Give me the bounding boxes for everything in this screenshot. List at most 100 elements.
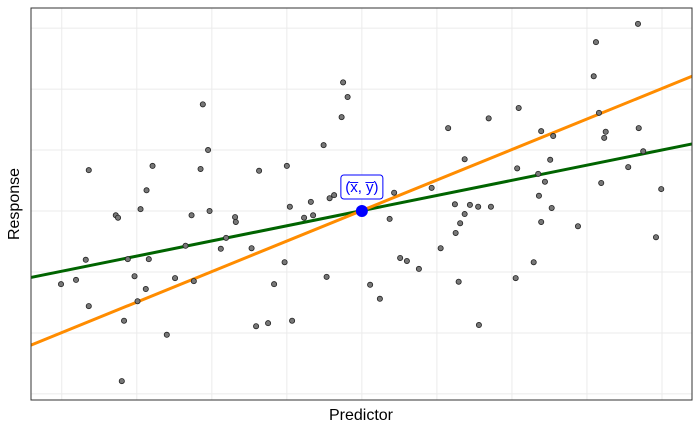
- data-point: [121, 317, 128, 324]
- data-point: [386, 215, 393, 222]
- data-point: [137, 206, 144, 213]
- data-point: [415, 265, 422, 272]
- mean-point: [355, 205, 368, 218]
- data-point: [535, 170, 542, 177]
- plot-border: [30, 7, 693, 401]
- data-point: [265, 320, 272, 327]
- data-point: [598, 179, 605, 186]
- annotation-label: (x̅, y̅): [345, 179, 378, 196]
- data-point: [625, 164, 632, 171]
- data-point: [163, 331, 170, 338]
- data-point: [640, 148, 647, 155]
- data-point: [514, 165, 521, 172]
- data-point: [367, 281, 374, 288]
- data-point: [601, 134, 608, 141]
- data-point: [547, 156, 554, 163]
- data-point: [197, 165, 204, 172]
- data-point: [344, 94, 351, 101]
- data-point: [326, 195, 333, 202]
- data-point: [271, 281, 278, 288]
- data-point: [188, 212, 195, 219]
- data-point: [338, 114, 345, 121]
- data-point: [397, 254, 404, 261]
- data-point: [457, 220, 464, 227]
- data-point: [475, 203, 482, 210]
- data-point: [232, 218, 239, 225]
- data-point: [487, 203, 494, 210]
- data-point: [301, 214, 308, 221]
- data-point: [85, 303, 92, 310]
- data-point: [256, 167, 263, 174]
- data-point: [541, 178, 548, 185]
- data-point: [134, 298, 141, 305]
- annotation-box: [340, 174, 384, 200]
- data-point: [451, 201, 458, 208]
- data-point: [548, 204, 555, 211]
- data-point: [445, 125, 452, 132]
- data-point: [310, 212, 317, 219]
- data-point: [172, 275, 179, 282]
- data-point: [143, 187, 150, 194]
- data-point: [232, 214, 239, 221]
- data-point: [461, 156, 468, 163]
- data-point: [574, 223, 581, 230]
- data-point: [466, 201, 473, 208]
- data-point: [199, 101, 206, 108]
- data-point: [461, 211, 468, 218]
- data-point: [182, 242, 189, 249]
- data-point: [437, 245, 444, 252]
- data-point: [289, 317, 296, 324]
- data-point: [658, 186, 665, 193]
- data-point: [307, 198, 314, 205]
- data-point: [535, 192, 542, 199]
- data-point: [475, 322, 482, 329]
- data-point: [223, 234, 230, 241]
- data-point: [635, 125, 642, 132]
- data-point: [131, 273, 138, 280]
- data-point: [142, 286, 149, 293]
- data-point: [149, 162, 156, 169]
- data-point: [145, 256, 152, 263]
- data-point: [538, 128, 545, 135]
- data-point: [634, 20, 641, 27]
- data-point: [281, 259, 288, 266]
- data-point: [340, 79, 347, 86]
- data-point: [550, 133, 557, 140]
- data-point: [124, 256, 131, 263]
- data-point: [331, 192, 338, 199]
- data-point: [85, 167, 92, 174]
- data-point: [391, 189, 398, 196]
- x-axis-label: Predictor: [329, 407, 394, 424]
- data-point: [595, 109, 602, 116]
- data-point: [652, 234, 659, 241]
- data-point: [205, 147, 212, 154]
- data-point: [485, 115, 492, 122]
- data-point: [323, 273, 330, 280]
- data-point: [286, 203, 293, 210]
- data-point: [248, 245, 255, 252]
- data-point: [403, 258, 410, 265]
- data-point: [376, 295, 383, 302]
- data-point: [118, 378, 125, 385]
- data-point: [455, 278, 462, 285]
- data-point: [590, 73, 597, 80]
- data-point: [512, 275, 519, 282]
- data-point: [206, 208, 213, 215]
- data-point: [283, 162, 290, 169]
- data-point: [115, 214, 122, 221]
- data-point: [538, 218, 545, 225]
- data-point: [73, 276, 80, 283]
- data-point: [217, 245, 224, 252]
- data-point: [515, 104, 522, 111]
- data-point: [190, 278, 197, 285]
- data-point: [530, 259, 537, 266]
- data-point: [602, 128, 609, 135]
- data-point: [58, 281, 65, 288]
- data-point: [592, 39, 599, 46]
- y-axis-label: Response: [6, 168, 23, 240]
- data-point: [452, 229, 459, 236]
- data-point: [428, 184, 435, 191]
- data-point: [253, 323, 260, 330]
